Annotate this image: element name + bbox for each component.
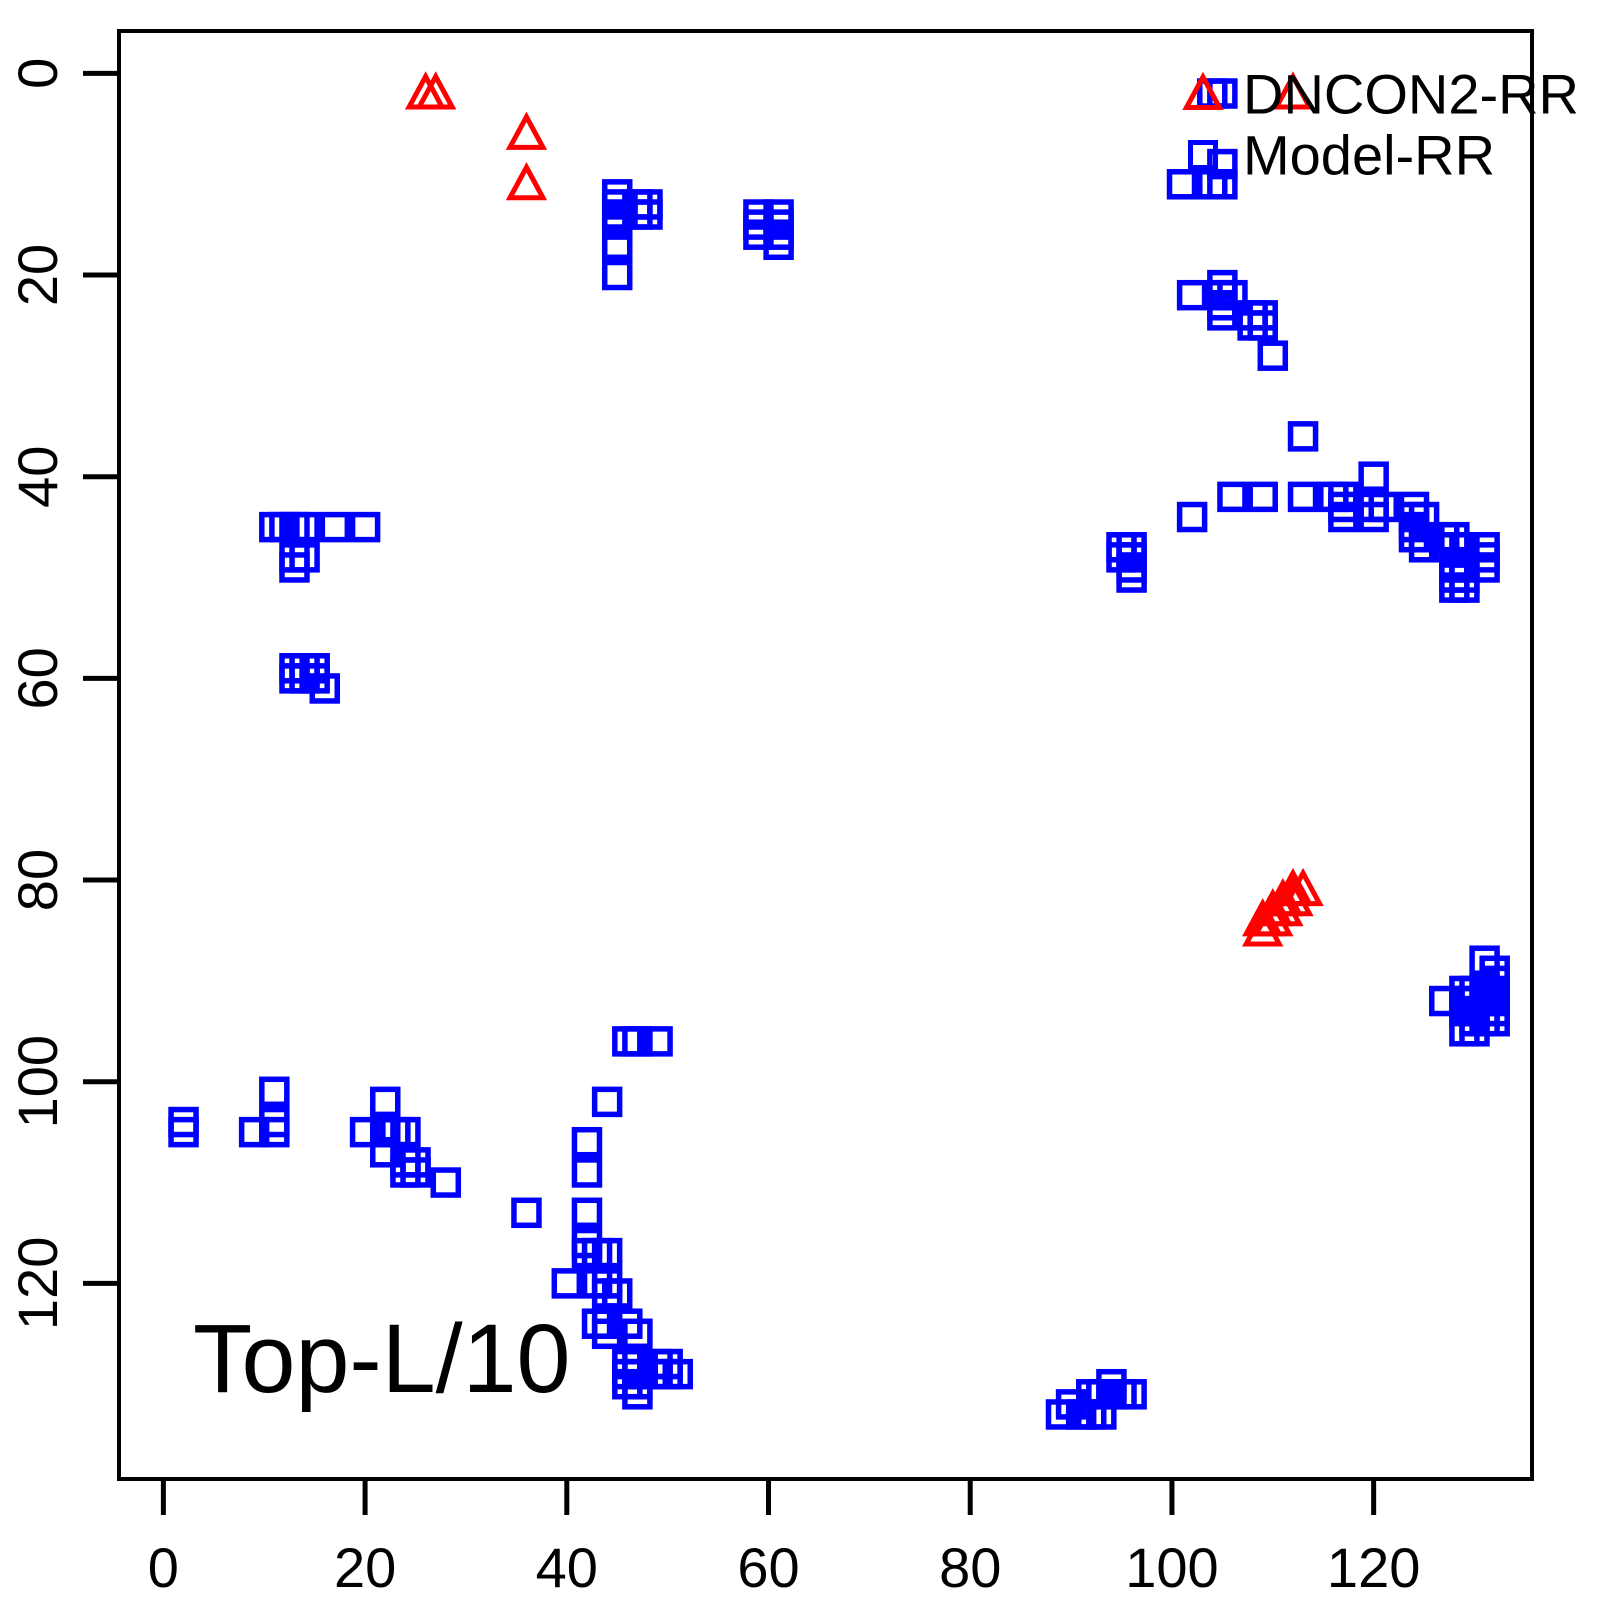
data-point-square [622,1379,653,1410]
data-point-square [632,199,663,230]
data-point-square [571,1157,603,1188]
data-point-square [168,1116,199,1148]
y-tick-label: 80 [6,849,69,911]
data-point-square [1257,340,1289,371]
data-point-square [1247,310,1278,341]
x-tick-label: 20 [334,1536,396,1599]
legend-triangle-icon [1182,71,1224,110]
data-point-square [551,1268,583,1299]
data-point-square [430,1167,462,1198]
data-point-square [591,1237,623,1269]
plot-annotation: Top-L/10 [193,1304,571,1413]
x-tick-label: 0 [148,1536,179,1599]
data-point-square [1459,1016,1490,1047]
data-point-square [1176,501,1208,533]
x-tick-label: 40 [536,1536,598,1599]
data-point-square [1287,481,1319,513]
data-point-triangle [1242,908,1284,947]
data-point-triangle [1272,877,1314,917]
data-point-square [571,1197,603,1229]
data-point-square [1207,169,1238,200]
x-tick-label: 100 [1125,1536,1218,1599]
data-point-square [1358,461,1389,492]
data-point-square [1045,1399,1077,1430]
legend-label-model: Model-RR [1243,124,1495,187]
data-point-square [1287,421,1319,452]
data-point-square [642,1026,673,1057]
data-point-square [622,1318,653,1350]
data-point-square [1247,481,1278,513]
data-point-square [571,1126,603,1158]
data-point-square [289,511,320,543]
data-point-triangle [414,71,457,110]
legend-label-dncon2: DNCON2-RR [1243,63,1579,126]
data-point-square [279,552,310,583]
data-point-square [319,511,351,543]
data-point-square [662,1358,693,1390]
data-point-square [622,1026,653,1057]
data-point-square [349,511,381,543]
data-point-square [1217,481,1248,513]
x-tick-label: 60 [737,1536,799,1599]
y-tick-label: 120 [6,1237,69,1330]
data-point-triangle [1272,71,1314,110]
y-tick-label: 40 [6,446,69,508]
data-point-triangle [1282,867,1324,907]
data-point-square [1116,562,1147,593]
data-point-square [400,1157,431,1188]
data-point-square [511,1197,542,1229]
data-point-triangle [1262,888,1304,927]
y-tick-label: 100 [6,1035,69,1128]
axis-ticks: 0 20 40 60 80 100 120 0 20 40 60 80 100 120 [6,58,1420,1599]
data-point-square [1176,279,1208,311]
data-point-square [601,259,633,291]
data-point-square [1358,501,1389,533]
data-point-square [309,673,340,704]
data-point-square [1328,501,1359,533]
data-point-square [1217,279,1248,311]
data-point-square [1116,1379,1147,1410]
data-point-square [349,1116,381,1148]
y-tick-label: 0 [6,58,69,89]
legend: DNCON2-RR Model-RR [1182,63,1579,187]
data-point-square [370,1086,401,1118]
data-point-square [390,1116,421,1148]
data-point-square [1449,572,1480,603]
data-point-square [259,1076,290,1108]
data-point-triangle [505,111,548,150]
data-point-square [601,229,633,261]
plot-border [117,29,1534,1481]
data-point-square [1166,169,1198,200]
data-point-triangle [505,162,548,201]
y-tick-label: 60 [6,647,69,709]
legend-square-icon [1188,140,1218,170]
data-point-square [591,1086,623,1118]
data-points [168,71,1510,1430]
data-point-square [763,229,794,261]
x-tick-label: 80 [939,1536,1001,1599]
data-point-square [259,1116,290,1148]
y-tick-label: 20 [6,244,69,306]
x-tick-label: 120 [1327,1536,1420,1599]
data-point-triangle [1252,898,1294,937]
data-point-square [1086,1399,1117,1430]
data-point-square [601,1278,633,1309]
